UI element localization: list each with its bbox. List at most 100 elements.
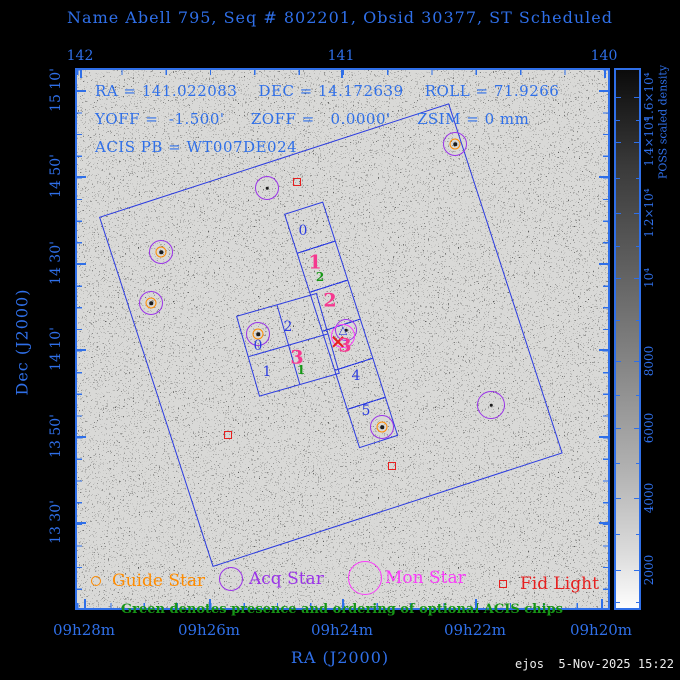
left-axis-minor-ticks	[77, 69, 82, 608]
chip-number-2: 2	[315, 270, 325, 284]
colorbar-minor-tick	[616, 177, 620, 179]
colorbar-minor-tick	[635, 463, 639, 465]
guide-star-circle	[376, 421, 388, 433]
pointing-info-line1: RA = 141.022083 DEC = 14.172639 ROLL = 7…	[95, 82, 560, 100]
chip-number-0: 0	[298, 223, 308, 239]
legend-label: Fid Light	[520, 574, 599, 594]
star	[380, 425, 384, 429]
dec-axis-tick-label: 14 10'	[48, 327, 64, 371]
legend-label: Mon Star	[385, 568, 466, 588]
right-axis-major-tick	[599, 522, 608, 524]
right-axis-major-tick	[599, 349, 608, 351]
target-x-marker: ×	[329, 329, 347, 353]
left-axis-major-tick	[77, 436, 86, 438]
chip-number-3: 3	[338, 334, 352, 357]
colorbar-tick-label: 1.6×10⁴	[642, 72, 656, 122]
guide-star-circle	[449, 138, 461, 150]
bottom-axis-tick-label: 09h26m	[177, 621, 241, 639]
right-axis-major-tick	[599, 176, 608, 178]
chip-number-5: 5	[361, 403, 371, 419]
colorbar-tick	[616, 428, 621, 430]
colorbar-tick	[616, 142, 621, 144]
colorbar-minor-tick	[635, 602, 639, 604]
colorbar-tick	[634, 361, 639, 363]
colorbar-tick	[634, 278, 639, 280]
colorbar-tick	[616, 498, 621, 500]
acis-optional-chips-note: Green denotes presence and ordering of o…	[121, 602, 563, 617]
chip-number-1: 1	[308, 251, 322, 274]
colorbar-tick-label: 8000	[642, 345, 656, 377]
left-axis-major-tick	[77, 522, 86, 524]
left-axis-major-tick	[77, 90, 86, 92]
colorbar-tick	[634, 498, 639, 500]
colorbar-tick	[634, 213, 639, 215]
colorbar-tick	[616, 361, 621, 363]
star	[265, 186, 269, 190]
colorbar-minor-tick	[635, 177, 639, 179]
bottom-axis-major-tick	[342, 599, 344, 608]
fid-light-square	[388, 462, 396, 470]
top-axis-tick-label: 141	[327, 48, 355, 64]
colorbar-minor-tick	[616, 463, 620, 465]
colorbar-tick-label: 1.2×10⁴	[642, 188, 656, 238]
top-axis-tick-label: 142	[66, 48, 94, 64]
colorbar-tick	[616, 213, 621, 215]
dec-axis-tick-label: 13 30'	[48, 500, 64, 544]
colorbar-minor-tick	[635, 119, 639, 121]
colorbar-tick-label: 6000	[642, 412, 656, 444]
fid-light-square	[293, 178, 301, 186]
aimpoint-pointer-icon: △	[338, 323, 348, 337]
guide-star-circle	[155, 246, 167, 258]
page-title: Name Abell 795, Seq # 802201, Obsid 3037…	[67, 8, 613, 27]
right-axis-major-tick	[599, 90, 608, 92]
bottom-axis-tick-label: 09h28m	[52, 621, 116, 639]
acq-star-circle	[255, 176, 279, 200]
top-axis-minor-ticks	[77, 70, 608, 75]
left-axis-major-tick	[77, 349, 86, 351]
bottom-axis-tick-label: 09h20m	[569, 621, 633, 639]
colorbar-tick	[616, 97, 621, 99]
legend-mon-star-icon	[348, 561, 382, 595]
bottom-axis-major-tick	[475, 599, 477, 608]
colorbar-minor-tick	[635, 319, 639, 321]
chip-number-2: 2	[323, 289, 337, 312]
pointing-info-line2: YOFF = -1.500' ZOFF = 0.0000' ZSIM = 0 m…	[95, 110, 530, 128]
top-axis-major-tick	[80, 69, 82, 78]
right-axis-minor-ticks	[603, 69, 608, 608]
colorbar-tick	[634, 428, 639, 430]
chip-number-1: 1	[296, 363, 306, 377]
colorbar-minor-tick	[635, 534, 639, 536]
guide-star-circle	[252, 328, 264, 340]
ra-axis-title: RA (J2000)	[290, 648, 390, 667]
dec-axis-tick-label: 14 30'	[48, 241, 64, 285]
dec-axis-title: Dec (J2000)	[12, 288, 32, 396]
colorbar-minor-tick	[616, 245, 620, 247]
colorbar-minor-tick	[616, 119, 620, 121]
colorbar-title: POSS scaled density	[656, 64, 670, 180]
sky-image	[75, 68, 610, 610]
left-axis-major-tick	[77, 263, 86, 265]
colorbar-minor-tick	[635, 394, 639, 396]
dec-axis-tick-label: 14 50'	[48, 154, 64, 198]
colorbar-tick-label: 10⁴	[642, 267, 656, 289]
bottom-axis-tick-label: 09h24m	[310, 621, 374, 639]
star	[256, 332, 260, 336]
colorbar	[614, 68, 641, 610]
pointing-info-line3: ACIS PB = WT007DE024	[95, 138, 298, 156]
colorbar-tick	[616, 570, 621, 572]
top-axis-major-tick	[341, 69, 343, 78]
colorbar-tick-label: 1.4×10⁴	[642, 117, 656, 167]
fid-light-square	[224, 431, 232, 439]
chip-number-2: 2	[283, 319, 293, 335]
colorbar-minor-tick	[616, 534, 620, 536]
acq-ring-around-guide-star	[149, 240, 173, 264]
colorbar-tick	[634, 97, 639, 99]
colorbar-minor-tick	[635, 245, 639, 247]
top-axis-tick-label: 140	[590, 48, 618, 64]
colorbar-tick-label: 4000	[642, 482, 656, 514]
bottom-axis-major-tick	[209, 599, 211, 608]
colorbar-tick	[634, 570, 639, 572]
chip-number-0: 0	[253, 338, 263, 354]
legend-label: Guide Star	[112, 571, 206, 591]
